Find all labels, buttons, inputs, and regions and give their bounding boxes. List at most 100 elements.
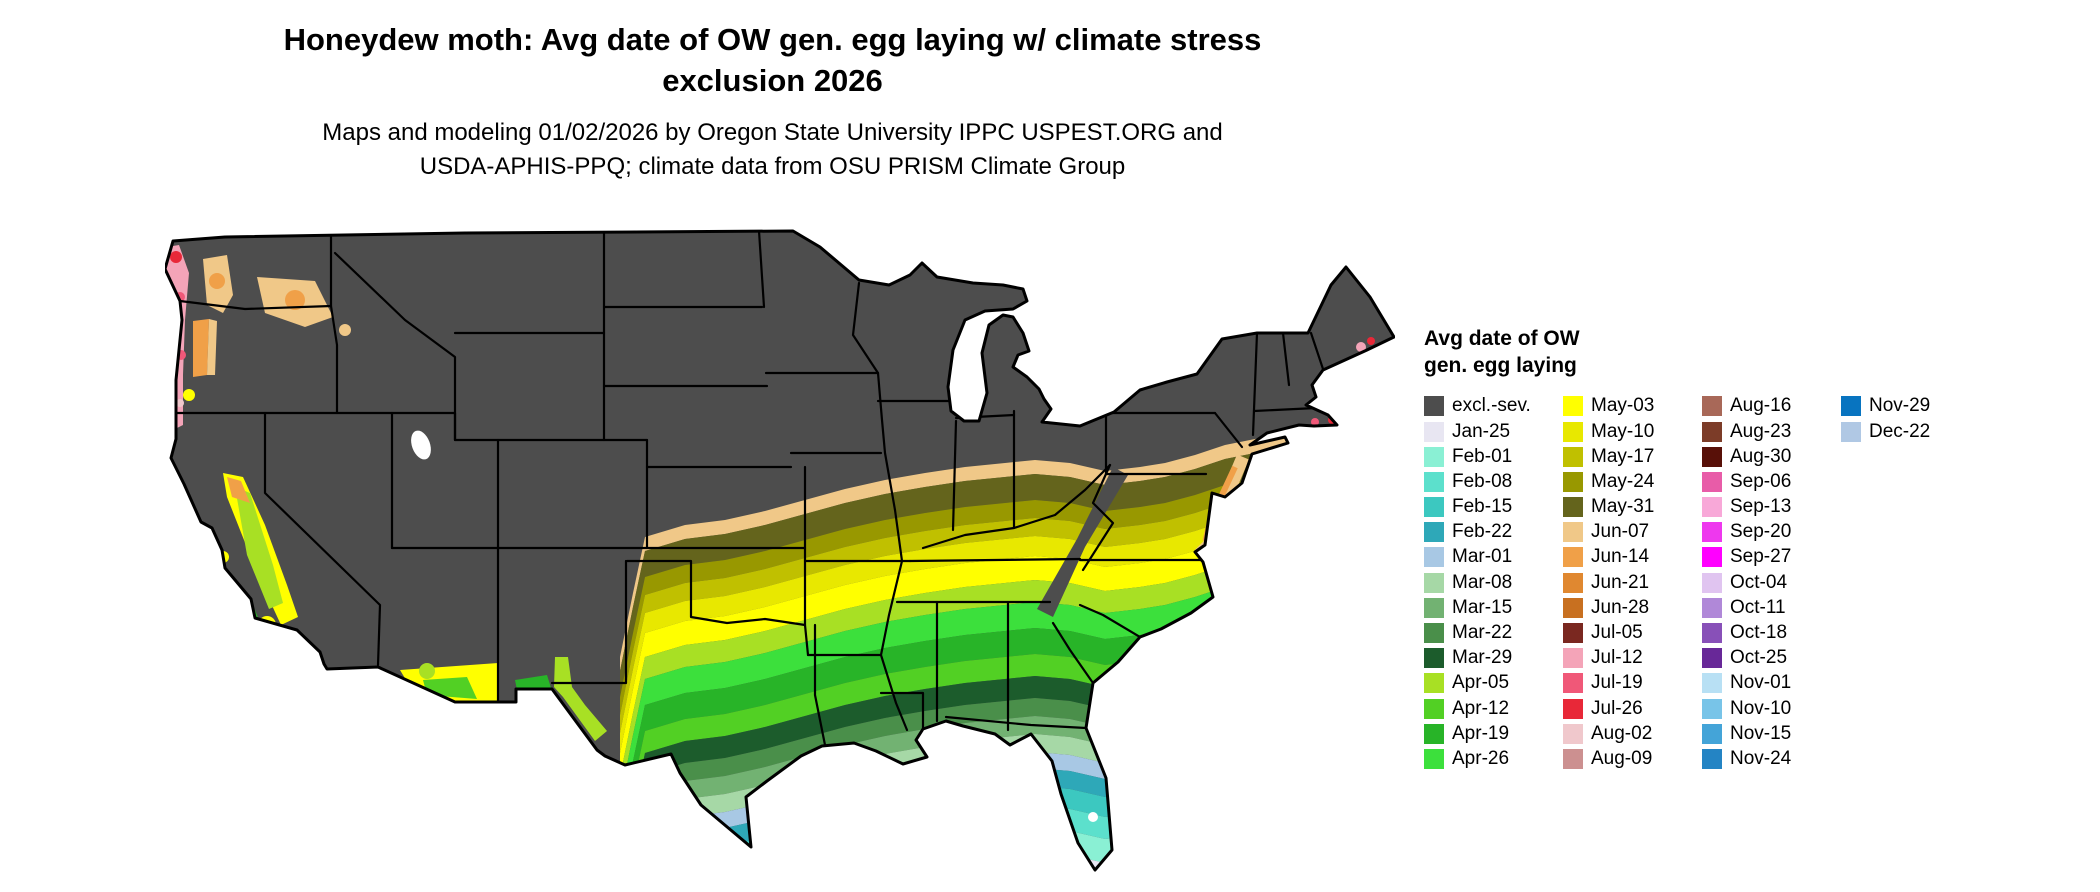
legend-label: Oct-11 xyxy=(1730,596,1786,618)
legend-item: Mar-29 xyxy=(1424,646,1563,671)
legend-swatch xyxy=(1563,572,1583,593)
legend-swatch xyxy=(1702,597,1722,618)
date-band xyxy=(620,683,1394,870)
legend-label: Jun-14 xyxy=(1591,546,1650,568)
subtitle-line-2: USDA-APHIS-PPQ; climate data from OSU PR… xyxy=(419,152,1126,180)
legend-label: Jan-25 xyxy=(1452,420,1511,442)
legend-label: Sep-20 xyxy=(1730,521,1792,543)
legend-column: excl.-sev. Jan-25 Feb-01 Feb-08 Feb-15 Feb-22… xyxy=(1424,394,1563,772)
legend-label: Apr-05 xyxy=(1452,672,1510,694)
legend-item: Aug-23 xyxy=(1702,419,1841,444)
legend-swatch xyxy=(1563,673,1583,694)
date-band xyxy=(620,485,1394,733)
legend-swatch xyxy=(1424,723,1444,744)
legend-swatch xyxy=(1702,723,1722,744)
legend-columns: excl.-sev. Jan-25 Feb-01 Feb-08 Feb-15 Feb-22… xyxy=(1424,394,2024,772)
legend-swatch xyxy=(1702,648,1722,669)
legend-label: Feb-08 xyxy=(1452,470,1513,492)
legend-item: Mar-08 xyxy=(1424,570,1563,595)
legend-swatch xyxy=(1563,597,1583,618)
legend-item: Mar-15 xyxy=(1424,595,1563,620)
date-band xyxy=(620,467,1394,715)
legend-item: May-24 xyxy=(1563,469,1702,494)
legend-label: Jul-05 xyxy=(1591,622,1643,644)
columbia-basin-orange xyxy=(285,290,305,310)
ca-valley-orange xyxy=(227,477,250,503)
legend-label: Jun-28 xyxy=(1591,596,1650,618)
legend-swatch xyxy=(1563,623,1583,644)
legend-label: excl.-sev. xyxy=(1452,395,1531,417)
legend-swatch xyxy=(1702,522,1722,543)
legend-item: Apr-26 xyxy=(1424,746,1563,771)
legend-item: Aug-09 xyxy=(1563,746,1702,771)
legend-swatch xyxy=(1424,748,1444,769)
legend-column: Nov-29 Dec-22 xyxy=(1841,394,1980,772)
legend-item: Nov-01 xyxy=(1702,671,1841,696)
swor-yellow-spot xyxy=(183,389,195,401)
maine-pink-spot xyxy=(1356,342,1366,352)
legend-swatch xyxy=(1563,748,1583,769)
nm-riogrande-strip xyxy=(554,657,607,741)
puget-orange-spot xyxy=(209,273,225,289)
legend-label: Feb-15 xyxy=(1452,496,1513,518)
legend-item: Sep-13 xyxy=(1702,495,1841,520)
legend-item: Jan-25 xyxy=(1424,419,1563,444)
state-borders xyxy=(174,231,1325,747)
legend-label: Oct-25 xyxy=(1730,647,1788,669)
legend-item: Sep-27 xyxy=(1702,545,1841,570)
legend-label: Mar-15 xyxy=(1452,596,1513,618)
legend-label: Jul-19 xyxy=(1591,672,1643,694)
legend-swatch xyxy=(1424,698,1444,719)
legend-label: Oct-04 xyxy=(1730,571,1788,593)
legend-swatch xyxy=(1563,547,1583,568)
legend-item: Oct-04 xyxy=(1702,570,1841,595)
legend-item: Mar-22 xyxy=(1424,620,1563,645)
legend-swatch xyxy=(1424,471,1444,492)
legend-label: Mar-22 xyxy=(1452,622,1513,644)
legend-swatch xyxy=(1702,396,1722,417)
legend-label: Sep-27 xyxy=(1730,546,1792,568)
legend-label: Feb-01 xyxy=(1452,445,1513,467)
legend-title-line-2: gen. egg laying xyxy=(1424,353,1577,377)
us-outline xyxy=(165,229,1395,872)
legend-item: Feb-22 xyxy=(1424,520,1563,545)
legend-label: Jun-21 xyxy=(1591,571,1650,593)
legend-swatch xyxy=(1563,446,1583,467)
pnw-red-spot xyxy=(170,251,182,263)
appalachian-gray-streak xyxy=(1037,467,1128,617)
legend-swatch xyxy=(1563,497,1583,518)
legend-item: Jul-26 xyxy=(1563,696,1702,721)
legend-item: Jun-14 xyxy=(1563,545,1702,570)
legend-swatch xyxy=(1702,446,1722,467)
willamette-tan xyxy=(207,319,217,375)
legend-swatch xyxy=(1424,597,1444,618)
pnw-pink-spot-3 xyxy=(176,399,184,407)
ca-central-valley-green xyxy=(235,487,283,609)
legend-label: Mar-08 xyxy=(1452,571,1513,593)
legend-item: May-03 xyxy=(1563,394,1702,419)
legend-item: excl.-sev. xyxy=(1424,394,1563,419)
maine-red-spot xyxy=(1367,337,1375,345)
us-map-svg xyxy=(165,229,1395,872)
legend-swatch xyxy=(1563,471,1583,492)
legend-item: Dec-22 xyxy=(1841,419,1980,444)
legend-item: Jul-19 xyxy=(1563,671,1702,696)
cape-pink-spot xyxy=(1311,418,1319,426)
legend-label: Sep-13 xyxy=(1730,496,1792,518)
legend-label: Sep-06 xyxy=(1730,470,1792,492)
map-title: Honeydew moth: Avg date of OW gen. egg l… xyxy=(0,20,1545,102)
legend-label: May-03 xyxy=(1591,395,1655,417)
legend-swatch xyxy=(1702,572,1722,593)
legend-item: Apr-12 xyxy=(1424,696,1563,721)
legend-swatch xyxy=(1563,396,1583,417)
legend-column: Aug-16 Aug-23 Aug-30 Sep-06 Sep-13 Sep-20 Sep-… xyxy=(1702,394,1841,772)
legend-item: Feb-15 xyxy=(1424,495,1563,520)
legend-item: Aug-16 xyxy=(1702,394,1841,419)
legend-item: Apr-05 xyxy=(1424,671,1563,696)
legend-swatch xyxy=(1424,497,1444,518)
legend-label: Aug-23 xyxy=(1730,420,1792,442)
legend-swatch xyxy=(1563,698,1583,719)
legend-item: Mar-01 xyxy=(1424,545,1563,570)
legend-column: May-03 May-10 May-17 May-24 May-31 Jun-07 Jun-… xyxy=(1563,394,1702,772)
legend-item: May-17 xyxy=(1563,444,1702,469)
